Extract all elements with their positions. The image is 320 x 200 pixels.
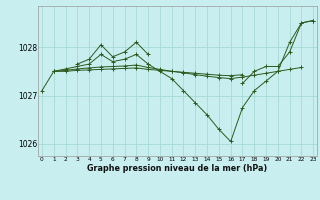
X-axis label: Graphe pression niveau de la mer (hPa): Graphe pression niveau de la mer (hPa) (87, 164, 268, 173)
